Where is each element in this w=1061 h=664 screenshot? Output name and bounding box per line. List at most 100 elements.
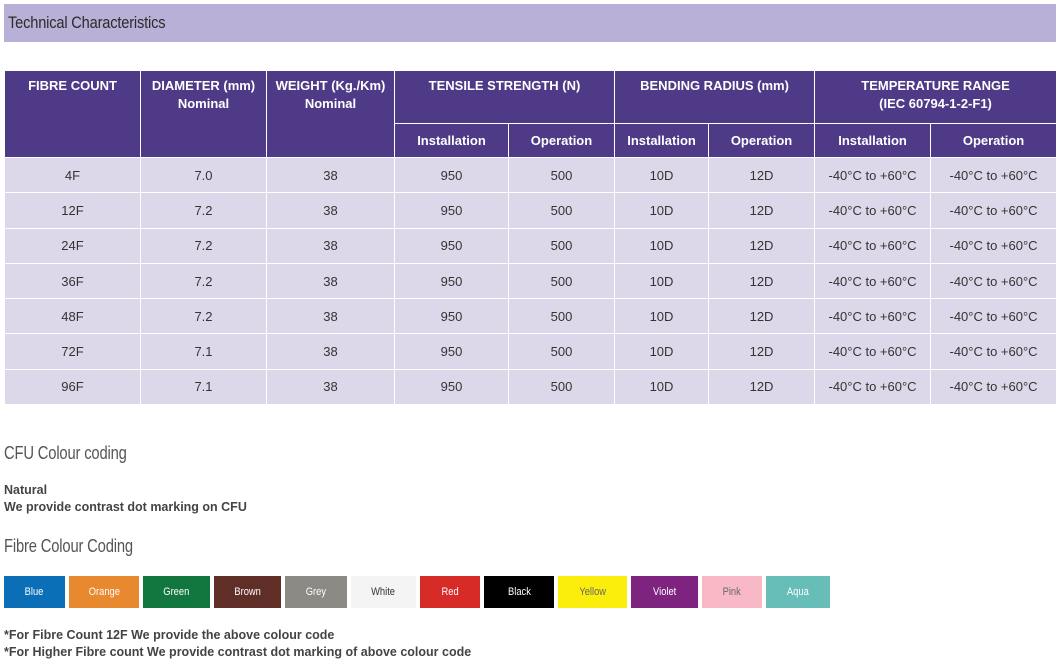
cell-fibre-count: 12F xyxy=(4,192,141,229)
cell-weight: 38 xyxy=(266,156,395,194)
cell-bending-installation: 10D xyxy=(614,262,710,300)
swatch-label: Violet xyxy=(652,586,677,598)
fibre-note-12f: *For Fibre Count 12F We provide the abov… xyxy=(4,628,335,642)
cell-weight: 38 xyxy=(266,262,395,300)
cell-temperature-operation: -40°C to +60°C xyxy=(930,156,1058,194)
colour-swatch-yellow: Yellow xyxy=(558,576,627,608)
cell-tensile-operation: 500 xyxy=(507,192,616,229)
technical-characteristics-table: FIBRE COUNT DIAMETER (mm) Nominal WEIGHT… xyxy=(4,70,1058,406)
header-temperature-range: TEMPERATURE RANGE (IEC 60794-1-2-F1) xyxy=(814,70,1058,124)
swatch-label: Grey xyxy=(305,586,327,598)
cell-weight: 38 xyxy=(266,227,395,264)
cell-temperature-installation: -40°C to +60°C xyxy=(814,156,932,194)
cell-temperature-operation: -40°C to +60°C xyxy=(930,333,1058,370)
cell-fibre-count: 36F xyxy=(4,262,141,300)
cell-tensile-installation: 950 xyxy=(394,156,509,194)
cell-temperature-installation: -40°C to +60°C xyxy=(814,333,932,370)
cell-bending-operation: 12D xyxy=(708,333,816,370)
header-label: FIBRE COUNT xyxy=(28,78,117,93)
header-label: TEMPERATURE RANGE xyxy=(861,78,1010,93)
table-row: 96F 7.1 38 950 500 10D 12D -40°C to +60°… xyxy=(4,368,1058,406)
cell-tensile-operation: 500 xyxy=(507,227,616,264)
section-title: Technical Characteristics xyxy=(8,13,166,32)
cell-tensile-installation: 950 xyxy=(394,227,509,264)
colour-swatch-red: Red xyxy=(420,576,480,608)
cell-diameter: 7.1 xyxy=(140,368,267,406)
cell-diameter: 7.1 xyxy=(140,333,267,370)
cell-tensile-installation: 950 xyxy=(394,192,509,229)
cell-fibre-count: 48F xyxy=(4,298,141,335)
cell-bending-operation: 12D xyxy=(708,262,816,300)
colour-swatch-brown: Brown xyxy=(214,576,281,608)
cfu-colour-coding-title: CFU Colour coding xyxy=(4,443,127,463)
swatch-label: Red xyxy=(441,586,459,598)
header-weight: WEIGHT (Kg./Km) Nominal xyxy=(266,70,395,158)
cell-fibre-count: 72F xyxy=(4,333,141,370)
colour-swatch-grey: Grey xyxy=(285,576,347,608)
swatch-label: Orange xyxy=(88,586,120,598)
cell-tensile-installation: 950 xyxy=(394,333,509,370)
cell-bending-operation: 12D xyxy=(708,227,816,264)
subheader-tensile-operation: Operation xyxy=(507,123,616,158)
colour-swatch-black: Black xyxy=(484,576,554,608)
cell-fibre-count: 4F xyxy=(4,156,141,194)
cell-temperature-operation: -40°C to +60°C xyxy=(930,192,1058,229)
cell-tensile-installation: 950 xyxy=(394,262,509,300)
cell-weight: 38 xyxy=(266,368,395,406)
table-row: 4F 7.0 38 950 500 10D 12D -40°C to +60°C… xyxy=(4,156,1058,194)
fibre-colour-coding-title: Fibre Colour Coding xyxy=(4,536,133,556)
cell-tensile-installation: 950 xyxy=(394,298,509,335)
colour-swatch-white: White xyxy=(351,576,416,608)
cfu-dot-marking-note: We provide contrast dot marking on CFU xyxy=(4,500,247,514)
cell-diameter: 7.2 xyxy=(140,192,267,229)
header-label: BENDING RADIUS (mm) xyxy=(640,78,789,93)
cell-tensile-operation: 500 xyxy=(507,368,616,406)
table-row: 24F 7.2 38 950 500 10D 12D -40°C to +60°… xyxy=(4,227,1058,264)
cell-temperature-installation: -40°C to +60°C xyxy=(814,368,932,406)
swatch-label: Pink xyxy=(722,586,742,598)
cell-weight: 38 xyxy=(266,298,395,335)
cell-temperature-installation: -40°C to +60°C xyxy=(814,298,932,335)
swatch-label: White xyxy=(371,586,396,598)
cell-bending-installation: 10D xyxy=(614,333,710,370)
header-sublabel: (IEC 60794-1-2-F1) xyxy=(879,96,992,111)
cell-diameter: 7.2 xyxy=(140,227,267,264)
cell-tensile-operation: 500 xyxy=(507,262,616,300)
table-row: 36F 7.2 38 950 500 10D 12D -40°C to +60°… xyxy=(4,262,1058,300)
cell-temperature-operation: -40°C to +60°C xyxy=(930,368,1058,406)
cell-weight: 38 xyxy=(266,192,395,229)
cell-fibre-count: 96F xyxy=(4,368,141,406)
fibre-colour-swatches: Blue Orange Green Brown Grey White Red B… xyxy=(4,576,834,608)
cell-tensile-operation: 500 xyxy=(507,298,616,335)
swatch-label: Black xyxy=(507,586,531,598)
colour-swatch-blue: Blue xyxy=(4,576,65,608)
cfu-natural-label: Natural xyxy=(4,483,48,497)
subheader-tensile-installation: Installation xyxy=(394,123,509,158)
cell-fibre-count: 24F xyxy=(4,227,141,264)
swatch-label: Blue xyxy=(25,586,44,598)
table-row: 48F 7.2 38 950 500 10D 12D -40°C to +60°… xyxy=(4,298,1058,335)
subheader-temperature-operation: Operation xyxy=(930,123,1058,158)
cell-bending-operation: 12D xyxy=(708,298,816,335)
header-sublabel: Nominal xyxy=(177,96,230,111)
subheader-bending-operation: Operation xyxy=(708,123,816,158)
cell-bending-installation: 10D xyxy=(614,368,710,406)
cell-diameter: 7.2 xyxy=(140,262,267,300)
cell-tensile-installation: 950 xyxy=(394,368,509,406)
header-sublabel: Nominal xyxy=(304,96,357,111)
fibre-note-higher-count: *For Higher Fibre count We provide contr… xyxy=(4,645,472,659)
section-header-bar: Technical Characteristics xyxy=(4,4,1056,42)
cell-bending-installation: 10D xyxy=(614,227,710,264)
cell-temperature-installation: -40°C to +60°C xyxy=(814,227,932,264)
cell-bending-operation: 12D xyxy=(708,156,816,194)
cell-tensile-operation: 500 xyxy=(507,156,616,194)
swatch-label: Aqua xyxy=(787,586,809,598)
header-bending-radius: BENDING RADIUS (mm) xyxy=(614,70,816,124)
table-row: 72F 7.1 38 950 500 10D 12D -40°C to +60°… xyxy=(4,333,1058,370)
cell-bending-installation: 10D xyxy=(614,192,710,229)
cell-weight: 38 xyxy=(266,333,395,370)
colour-swatch-violet: Violet xyxy=(631,576,698,608)
cell-bending-installation: 10D xyxy=(614,156,710,194)
colour-swatch-orange: Orange xyxy=(69,576,139,608)
swatch-label: Yellow xyxy=(579,586,606,598)
